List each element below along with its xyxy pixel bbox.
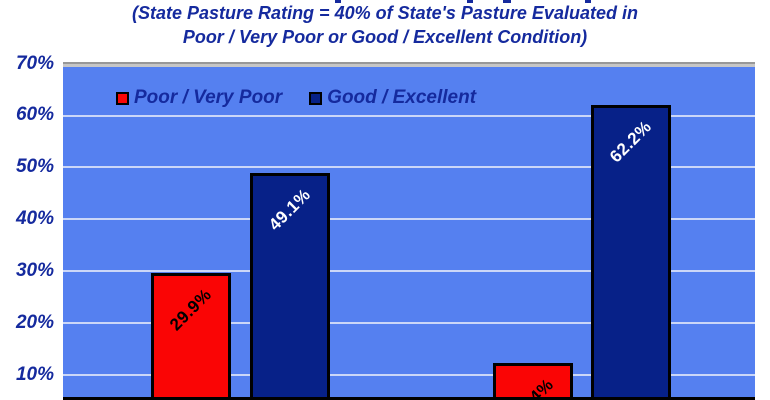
gridline-20 [63,322,755,324]
gridline-40 [63,218,755,220]
bar-good-excellent-group2: 62.2% [591,105,671,400]
legend-swatch-red-icon [116,91,129,105]
cutoff-title-remnant [467,0,473,3]
y-tick-60: 60% [15,104,54,125]
gridline-50 [63,166,755,168]
chart-subtitle-line1: (State Pasture Rating = 40% of State's P… [132,3,638,23]
legend-item-poor-verypoor: Poor / Very Poor [116,87,282,109]
gridline-30 [63,270,755,272]
chart-subtitle-line2: Poor / Very Poor or Good / Excellent Con… [182,27,588,47]
plot-top-border [63,62,755,64]
legend-item-good-excellent: Good / Excellent [309,87,476,109]
y-tick-50: 50% [15,156,54,177]
bar-data-label: 49.1% [265,185,315,235]
gridline-10 [63,374,755,376]
bar-poor-verypoor-group1: 29.9% [151,272,231,400]
y-tick-10: 10% [15,364,54,385]
cutoff-title-remnant [335,0,341,3]
bar-good-excellent-group1: 49.1% [250,173,330,400]
cutoff-title-remnant [503,0,511,3]
legend-label: Good / Excellent [327,87,477,108]
y-tick-40: 40% [15,208,54,229]
y-tick-20: 20% [15,312,54,333]
legend-label: Poor / Very Poor [134,87,283,108]
plot-bottom-crop-band [63,397,755,400]
gridline-60 [63,115,755,117]
cutoff-title-remnant [585,0,591,3]
y-tick-70: 70% [15,53,54,74]
bar-data-label: 62.2% [606,117,656,167]
bar-poor-verypoor-group2: 12.4% [493,363,573,400]
plot-top-border-highlight [63,64,755,67]
chart-legend: Poor / Very Poor Good / Excellent [116,87,476,109]
y-tick-30: 30% [15,260,54,281]
bar-data-label: 29.9% [166,284,216,334]
legend-swatch-navy-icon [309,91,323,105]
